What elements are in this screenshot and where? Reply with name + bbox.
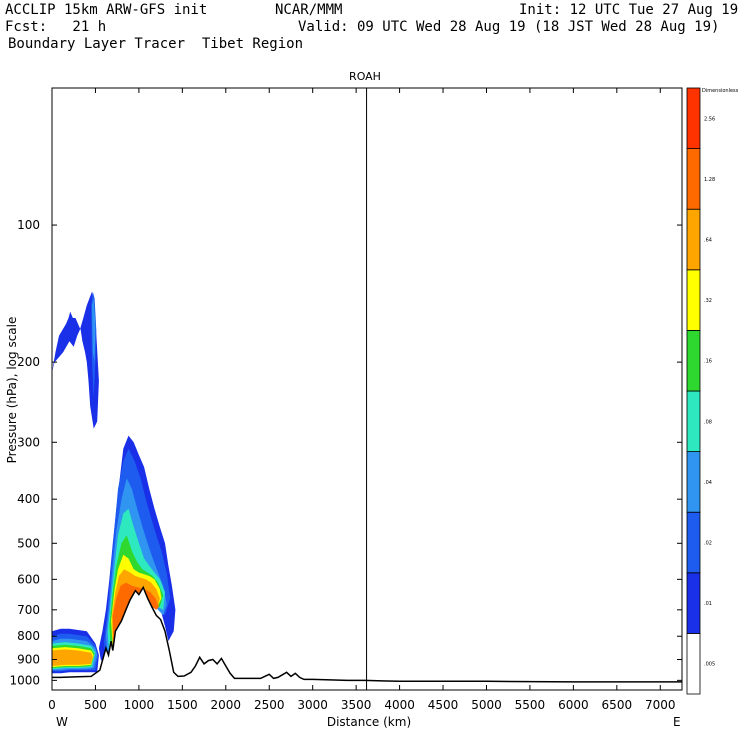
- y-tick-label: 900: [17, 653, 40, 667]
- west-label: W: [56, 715, 68, 729]
- x-tick-label: 3500: [341, 698, 372, 712]
- colorbar-segment: [686, 390, 701, 452]
- tracer-band-6-region-1: [52, 649, 93, 666]
- colorbar-level-label: .64: [704, 238, 712, 244]
- x-tick-label: 6500: [602, 698, 633, 712]
- x-tick-label: 5500: [515, 698, 546, 712]
- colorbar-level-label: .08: [704, 419, 712, 425]
- model-title: ACCLIP 15km ARW-GFS init: [5, 2, 208, 18]
- terrain-fill: [52, 587, 682, 690]
- colorbar-level-label: .32: [704, 298, 712, 304]
- x-tick-label: 1500: [167, 698, 198, 712]
- x-tick-label: 3000: [297, 698, 328, 712]
- colorbar-segment: [686, 451, 701, 513]
- east-label: E: [673, 715, 681, 729]
- valid-time: Valid: 09 UTC Wed 28 Aug 19 (18 JST Wed …: [298, 19, 720, 35]
- x-tick-label: 0: [48, 698, 56, 712]
- colorbar-segment: [686, 269, 701, 331]
- x-tick-label: 4500: [428, 698, 459, 712]
- colorbar-title: Dimensionless: [702, 88, 739, 94]
- colorbar-level-label: .005: [704, 662, 715, 668]
- plot-frame: [51, 87, 683, 691]
- y-tick-label: 400: [17, 492, 40, 506]
- x-tick-label: 7000: [645, 698, 676, 712]
- colorbar-segment: [686, 329, 701, 392]
- y-tick-label: 100: [17, 218, 40, 232]
- colorbar-level-label: .16: [704, 359, 712, 365]
- x-axis-label: Distance (km): [327, 715, 411, 729]
- colorbar-segment: [686, 633, 701, 695]
- x-tick-label: 500: [84, 698, 107, 712]
- forecast-hour: Fcst: 21 h: [5, 19, 107, 35]
- y-tick-label: 1000: [9, 673, 40, 687]
- x-tick-label: 2000: [211, 698, 242, 712]
- x-tick-label: 1000: [124, 698, 155, 712]
- org-label: NCAR/MMM: [275, 2, 343, 18]
- chart-title: ROAH: [349, 70, 381, 83]
- product-name: Boundary Layer Tracer Tibet Region: [8, 36, 304, 52]
- colorbar: .005 .01 .02 .04 .08 .16 .32 .64 1.28 2.56: [686, 87, 715, 695]
- y-axis-label: Pressure (hPa), log scale: [5, 317, 19, 464]
- colorbar-level-label: .02: [704, 541, 712, 547]
- y-tick-label: 500: [17, 536, 40, 550]
- colorbar-segment: [686, 511, 701, 574]
- init-time: Init: 12 UTC Tue 27 Aug 19: [519, 2, 739, 18]
- x-tick-label: 2500: [254, 698, 285, 712]
- colorbar-level-label: .04: [704, 480, 712, 486]
- colorbar-level-label: 2.56: [704, 116, 715, 122]
- y-tick-label: 700: [17, 603, 40, 617]
- y-tick-label: 600: [17, 572, 40, 586]
- y-tick-label: 800: [17, 629, 40, 643]
- tracer-band-2-region-0: [92, 298, 96, 363]
- colorbar-segment: [686, 148, 701, 210]
- terrain-profile: [52, 585, 682, 683]
- tracer-band-0-region-0: [52, 291, 99, 429]
- colorbar-level-label: 1.28: [704, 177, 715, 183]
- colorbar-segment: [686, 572, 701, 634]
- colorbar-segment: [686, 208, 701, 271]
- colorbar-segment: [686, 87, 701, 149]
- y-tick-label: 200: [17, 355, 40, 369]
- colorbar-level-label: .01: [704, 601, 712, 607]
- x-tick-label: 5000: [471, 698, 502, 712]
- x-tick-label: 4000: [384, 698, 415, 712]
- x-tick-label: 6000: [558, 698, 589, 712]
- y-tick-label: 300: [17, 435, 40, 449]
